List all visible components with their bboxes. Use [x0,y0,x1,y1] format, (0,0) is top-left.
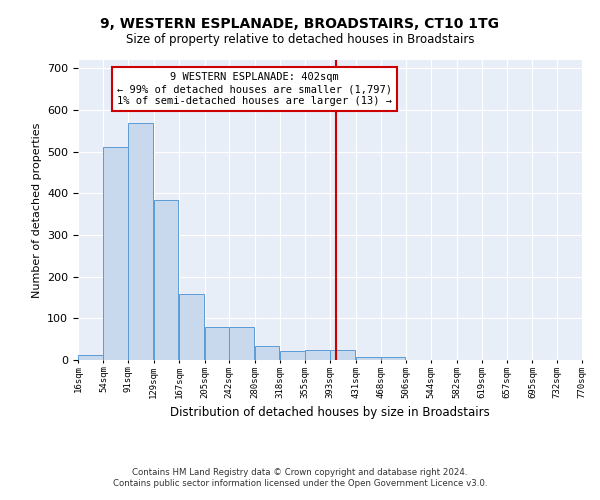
Bar [78,355,103,360]
Y-axis label: Number of detached properties: Number of detached properties [32,122,41,298]
X-axis label: Distribution of detached houses by size in Broadstairs: Distribution of detached houses by size … [170,406,490,419]
Bar [255,346,280,360]
Bar [229,326,254,360]
Bar [179,294,204,360]
Text: 9 WESTERN ESPLANADE: 402sqm
← 99% of detached houses are smaller (1,797)
1% of s: 9 WESTERN ESPLANADE: 402sqm ← 99% of det… [117,72,392,106]
Bar [356,356,380,360]
Bar [205,326,229,360]
Bar [305,350,329,360]
Text: 9, WESTERN ESPLANADE, BROADSTAIRS, CT10 1TG: 9, WESTERN ESPLANADE, BROADSTAIRS, CT10 … [101,18,499,32]
Bar [128,122,153,360]
Bar [380,356,405,360]
Bar [103,146,128,360]
Bar [154,200,178,360]
Bar [280,351,305,360]
Bar [331,350,355,360]
Text: Contains HM Land Registry data © Crown copyright and database right 2024.
Contai: Contains HM Land Registry data © Crown c… [113,468,487,487]
Text: Size of property relative to detached houses in Broadstairs: Size of property relative to detached ho… [126,32,474,46]
